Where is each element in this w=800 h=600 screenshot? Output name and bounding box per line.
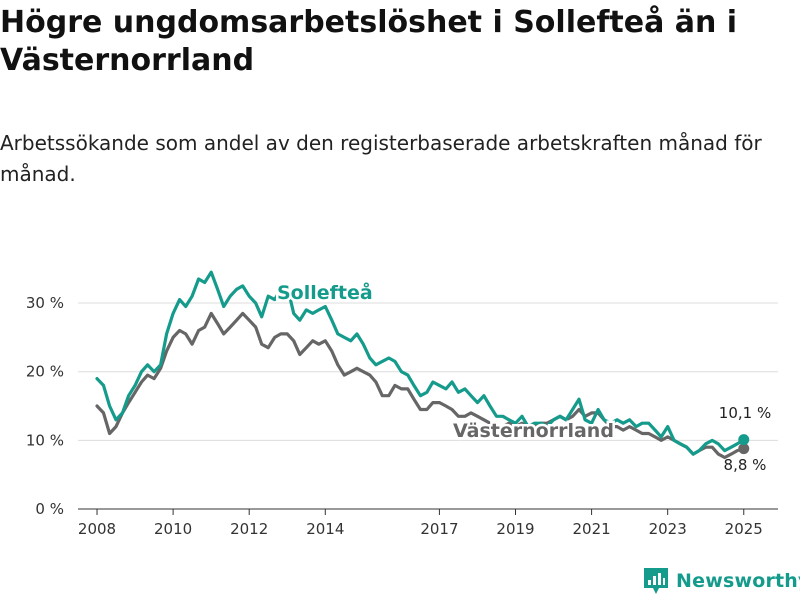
x-tick-label: 2017 bbox=[420, 520, 458, 538]
series-line-vsternorrland bbox=[95, 311, 746, 460]
x-tick-label: 2021 bbox=[572, 520, 610, 538]
axes: 0 % 10 % 20 % 30 % 2008 2010 2012 2014 2017 2019 2… bbox=[26, 294, 778, 538]
y-tick-label: 30 % bbox=[26, 294, 64, 312]
end-point-marker bbox=[738, 434, 750, 446]
x-tick-label: 2019 bbox=[496, 520, 534, 538]
series-line-sollefte bbox=[95, 270, 746, 456]
x-tick-label: 2023 bbox=[649, 520, 687, 538]
x-tick-label: 2012 bbox=[230, 520, 268, 538]
x-tick-label: 2010 bbox=[154, 520, 192, 538]
series-name-label: Sollefteå bbox=[277, 280, 373, 304]
gridlines bbox=[78, 302, 778, 441]
series-labels: Sollefteå Västernorrland 10,1 % 8,8 % bbox=[275, 278, 772, 475]
end-value-label: 8,8 % bbox=[724, 456, 767, 474]
x-tick-label: 2014 bbox=[306, 520, 344, 538]
series-name-label: Västernorrland bbox=[453, 420, 614, 442]
chart-subtitle: Arbetssökande som andel av den registerb… bbox=[0, 131, 762, 186]
newsworthy-logo: Newsworthy bbox=[644, 568, 800, 594]
x-tick-label: 2025 bbox=[725, 520, 763, 538]
y-tick-label: 20 % bbox=[26, 363, 64, 381]
x-tick-label: 2008 bbox=[78, 520, 116, 538]
chart-title: Högre ungdomsarbetslöshet i Sollefteå än… bbox=[0, 5, 738, 78]
end-value-label: 10,1 % bbox=[719, 404, 771, 422]
bar-chart-logo-icon bbox=[644, 568, 668, 594]
brand-name: Newsworthy bbox=[676, 570, 800, 592]
series-lines bbox=[95, 270, 750, 460]
y-tick-label: 0 % bbox=[35, 500, 64, 518]
y-tick-label: 10 % bbox=[26, 431, 64, 449]
end-point-marker bbox=[738, 443, 750, 455]
